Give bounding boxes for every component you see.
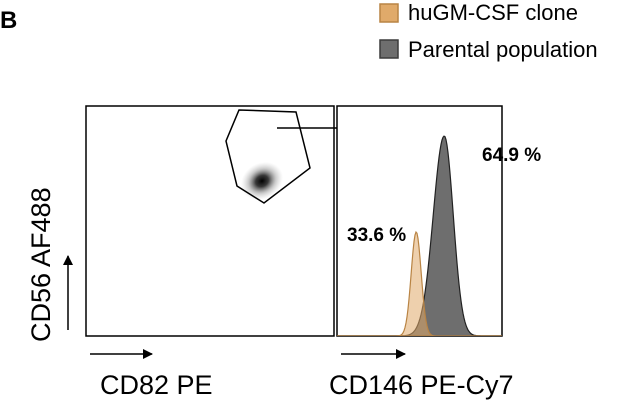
density-plot-panel xyxy=(85,105,406,337)
x-axis-label-left: CD82 PE xyxy=(100,370,213,400)
legend-swatch-clone xyxy=(379,3,399,23)
histogram-series-clone xyxy=(337,230,502,336)
gate-polygon xyxy=(225,109,311,204)
panel-label: B xyxy=(0,7,17,34)
legend: huGM-CSF clone Parental population xyxy=(379,0,598,62)
legend-label-clone: huGM-CSF clone xyxy=(408,0,578,25)
histogram-panel: 33.6 % 64.9 % xyxy=(336,105,541,337)
data-label-clone: 33.6 % xyxy=(347,225,406,246)
cell-population-cluster xyxy=(240,161,284,201)
y-axis-label: CD56 AF488 xyxy=(26,187,56,342)
data-label-parental: 64.9 % xyxy=(482,145,541,166)
x-axis-label-right: CD146 PE-Cy7 xyxy=(329,370,514,400)
legend-label-parental: Parental population xyxy=(408,37,598,62)
density-plot-frame xyxy=(85,105,335,337)
legend-swatch-parental xyxy=(379,39,399,59)
